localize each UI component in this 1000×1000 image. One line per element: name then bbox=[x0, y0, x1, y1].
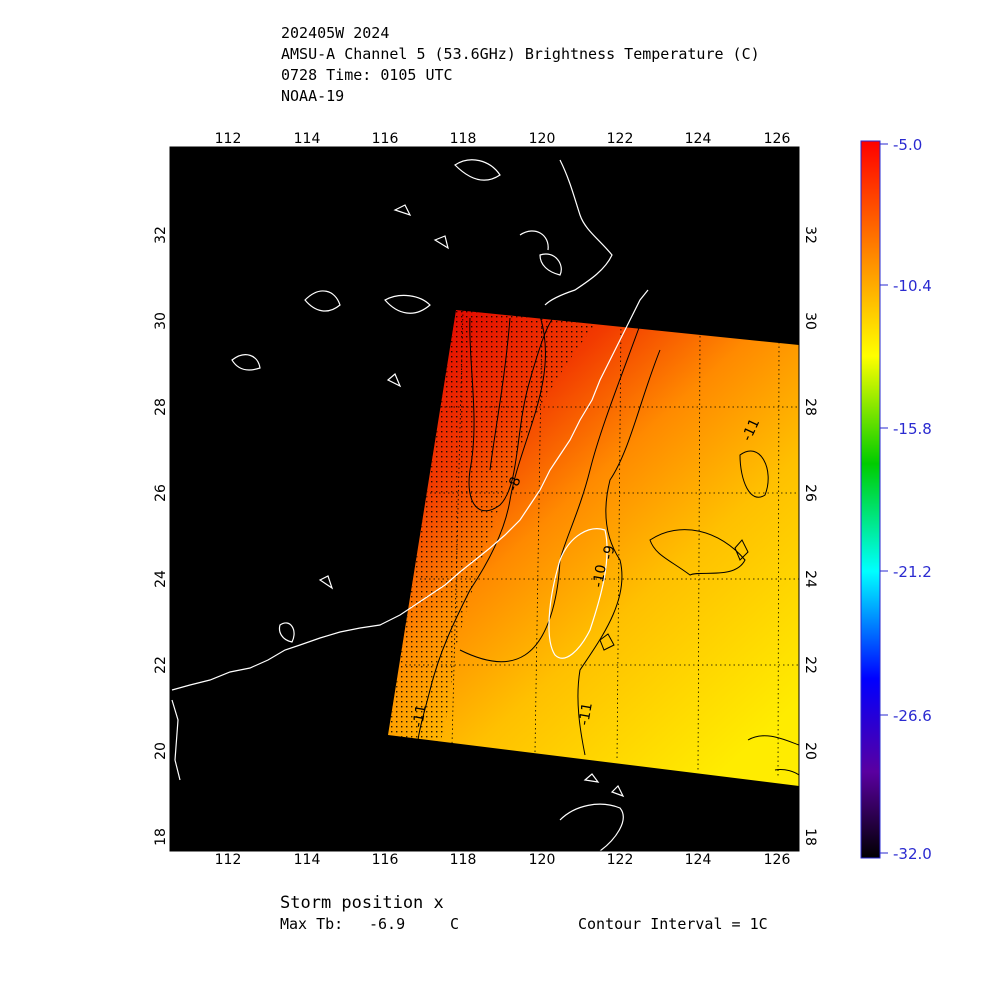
lat-lon-grid bbox=[405, 309, 799, 779]
contour-label: -8 bbox=[505, 475, 525, 494]
lat-tick: 22 bbox=[153, 656, 169, 674]
lon-tick: 112 bbox=[215, 852, 242, 868]
colorbar bbox=[861, 141, 880, 858]
coastline bbox=[171, 159, 649, 851]
title-time: 0728 Time: 0105 UTC bbox=[281, 66, 453, 84]
map-frame bbox=[169, 146, 800, 852]
lon-tick: 116 bbox=[372, 852, 399, 868]
colorbar-tick: -10.4 bbox=[893, 277, 932, 295]
colorbar-tick: -5.0 bbox=[893, 136, 922, 154]
colorbar-labels: -5.0 -10.4 -15.8 -21.2 -26.6 -32.0 bbox=[893, 136, 932, 863]
contour-label: -9 bbox=[600, 544, 618, 561]
lon-tick: 122 bbox=[607, 131, 634, 147]
lat-tick: 24 bbox=[802, 570, 818, 588]
lat-tick: 32 bbox=[153, 226, 169, 244]
lat-ticks-right: 18 20 22 24 26 28 30 32 bbox=[802, 226, 818, 846]
lon-ticks-top: 112 114 116 118 120 122 124 126 bbox=[215, 131, 791, 147]
max-tb-value: -6.9 bbox=[369, 915, 406, 933]
lat-tick: 30 bbox=[153, 312, 169, 330]
lon-tick: 124 bbox=[685, 852, 712, 868]
lon-tick: 120 bbox=[529, 131, 556, 147]
colorbar-tick: -21.2 bbox=[893, 563, 932, 581]
contour-label: -10 bbox=[590, 563, 610, 588]
lon-tick: 126 bbox=[764, 131, 791, 147]
lat-tick: 20 bbox=[802, 742, 818, 760]
lat-tick: 26 bbox=[802, 484, 818, 502]
title-satellite: NOAA-19 bbox=[281, 87, 345, 105]
lon-ticks-bottom: 112 114 116 118 120 122 124 126 bbox=[215, 852, 791, 868]
lon-tick: 114 bbox=[294, 131, 321, 147]
contour-label: -11 bbox=[410, 703, 430, 728]
lat-tick: 28 bbox=[802, 398, 818, 416]
colorbar-frame bbox=[860, 140, 881, 859]
contour-interval: Contour Interval = 1C bbox=[578, 915, 768, 933]
lon-tick: 124 bbox=[685, 131, 712, 147]
max-tb-label: Max Tb: bbox=[280, 915, 344, 933]
lat-ticks-left: 18 20 22 24 26 28 30 32 bbox=[153, 226, 169, 846]
lon-tick: 112 bbox=[215, 131, 242, 147]
lon-tick: 120 bbox=[529, 852, 556, 868]
stipple-region bbox=[388, 310, 600, 742]
lat-tick: 22 bbox=[802, 656, 818, 674]
colorbar-tick: -26.6 bbox=[893, 707, 932, 725]
lat-tick: 18 bbox=[153, 828, 169, 846]
taiwan-coast bbox=[548, 528, 608, 659]
lat-tick: 20 bbox=[153, 742, 169, 760]
lat-tick: 32 bbox=[802, 226, 818, 244]
lon-tick: 122 bbox=[607, 852, 634, 868]
lat-tick: 30 bbox=[802, 312, 818, 330]
lat-tick: 28 bbox=[153, 398, 169, 416]
lat-tick: 18 bbox=[802, 828, 818, 846]
lon-tick: 116 bbox=[372, 131, 399, 147]
lon-tick: 118 bbox=[450, 131, 477, 147]
title-storm-id: 202405W 2024 bbox=[281, 24, 390, 42]
contour-labels: -8 -9 -10 -11 -11 -11 bbox=[410, 416, 763, 728]
contour-lines bbox=[417, 315, 799, 776]
colorbar-tick: -32.0 bbox=[893, 845, 932, 863]
lon-tick: 118 bbox=[450, 852, 477, 868]
lat-tick: 26 bbox=[153, 484, 169, 502]
storm-position-label: Storm position x bbox=[280, 893, 444, 913]
lat-tick: 24 bbox=[153, 570, 169, 588]
lon-tick: 126 bbox=[764, 852, 791, 868]
contour-label: -11 bbox=[576, 701, 596, 726]
colorbar-tick-marks bbox=[880, 143, 888, 854]
max-tb-unit: C bbox=[450, 915, 460, 933]
lon-tick: 114 bbox=[294, 852, 321, 868]
colorbar-tick: -15.8 bbox=[893, 420, 932, 438]
title-product: AMSU-A Channel 5 (53.6GHz) Brightness Te… bbox=[281, 45, 760, 63]
